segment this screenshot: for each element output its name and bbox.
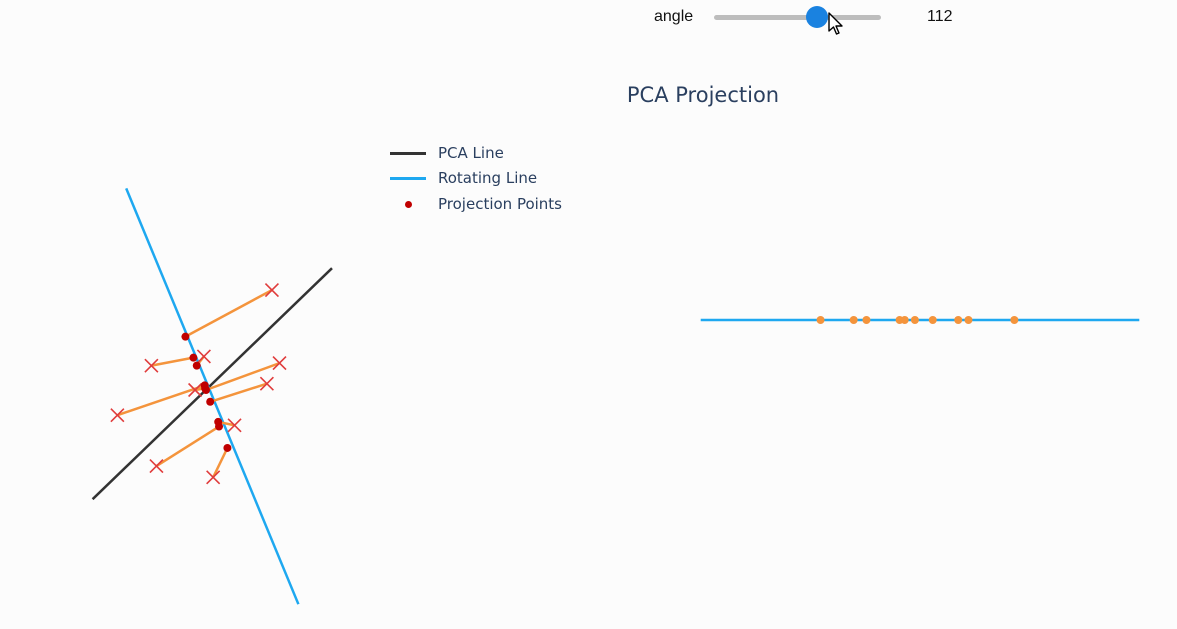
projected-point [954, 316, 963, 324]
data-point-marker [188, 382, 203, 398]
projection-connector [209, 382, 268, 403]
legend-swatch-line [390, 171, 426, 185]
projected-point [928, 316, 937, 324]
mouse-pointer-icon [828, 12, 843, 35]
projected-point [849, 316, 858, 324]
legend-swatch-line [390, 146, 426, 160]
projection-point [189, 353, 198, 362]
data-point-marker [206, 470, 221, 485]
angle-slider-track[interactable] [714, 15, 881, 20]
projection-point [181, 332, 190, 341]
projection-point [202, 386, 210, 394]
legend-swatch-dot [390, 197, 426, 211]
projection-connector [116, 384, 206, 417]
legend-item-rotating-line[interactable]: Rotating Line [390, 166, 562, 192]
projected-point [862, 316, 871, 324]
projection-point [215, 422, 224, 431]
data-point-marker [227, 418, 242, 433]
data-point-marker [272, 356, 287, 371]
pca-line [91, 267, 333, 501]
rotating-line [125, 187, 300, 605]
angle-slider-thumb[interactable] [805, 6, 828, 28]
projected-point [910, 316, 919, 324]
projection-point [206, 397, 215, 406]
data-point-marker [264, 282, 280, 298]
data-point-marker [149, 458, 164, 474]
plot-title: PCA Projection [626, 83, 780, 107]
data-point-marker [144, 358, 159, 373]
projected-point [816, 316, 825, 324]
projected-point [964, 316, 973, 324]
angle-slider-value: 112 [927, 8, 953, 25]
legend: PCA Line Rotating Line Projection Points [390, 140, 562, 217]
angle-slider-label: angle [654, 8, 694, 25]
projected-point [900, 316, 909, 324]
legend-label: Projection Points [438, 194, 562, 213]
angle-slider-row: angle 112 [0, 0, 1177, 36]
legend-label: Rotating Line [438, 169, 538, 188]
data-point-marker [196, 349, 211, 364]
projection-connector [151, 356, 194, 367]
projection-connector [205, 361, 280, 392]
data-point-marker [259, 376, 274, 391]
projection-connector [212, 447, 229, 478]
legend-item-projection-points[interactable]: Projection Points [390, 191, 562, 217]
projection-connector [155, 425, 220, 468]
projection-point [192, 361, 201, 370]
projection-1d-plot [700, 316, 1140, 324]
legend-label: PCA Line [438, 143, 504, 162]
legend-item-pca-line[interactable]: PCA Line [390, 140, 562, 166]
projection-connector [184, 288, 273, 338]
projected-point [1010, 316, 1019, 324]
projection-2d-plot [91, 187, 333, 605]
data-point-marker [110, 408, 125, 423]
projection-point [223, 443, 232, 452]
